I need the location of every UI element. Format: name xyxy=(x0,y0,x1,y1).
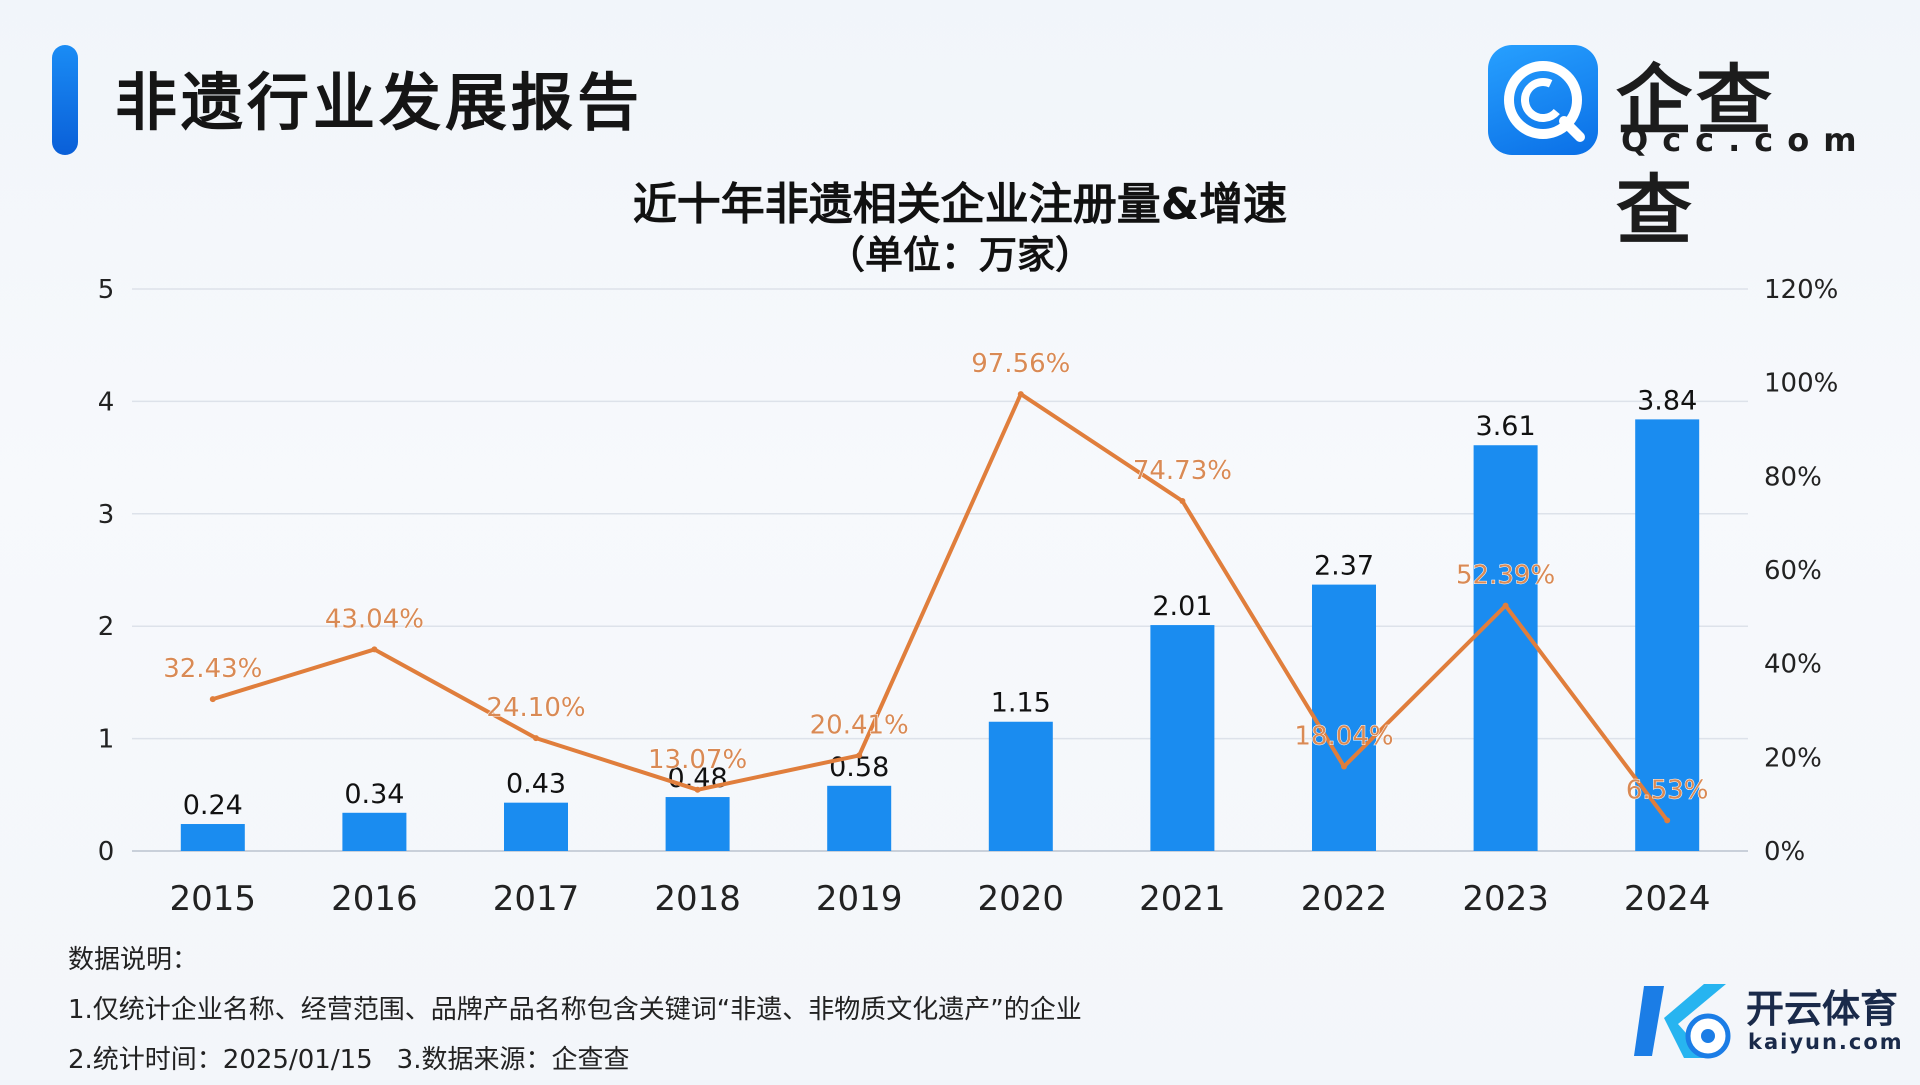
x-tick-label: 2023 xyxy=(1462,879,1549,919)
watermark-domain: kaiyun.com xyxy=(1748,1030,1904,1054)
brand-name: 企查查 xyxy=(1616,56,1776,255)
growth-value-label: 97.56% xyxy=(971,349,1070,379)
growth-point xyxy=(209,696,216,703)
growth-point xyxy=(1179,498,1186,505)
left-tick-label: 5 xyxy=(98,275,115,305)
growth-value-label: 43.04% xyxy=(325,604,424,634)
title-accent-bar xyxy=(52,45,78,155)
line-series xyxy=(209,391,1671,824)
left-tick-label: 0 xyxy=(98,837,115,867)
right-tick-label: 120% xyxy=(1764,275,1838,305)
bar xyxy=(827,785,892,851)
chart-subtitle: （单位：万家） xyxy=(826,233,1093,277)
watermark-name: 开云体育 xyxy=(1746,987,1899,1031)
growth-point xyxy=(533,735,539,742)
x-tick-label: 2020 xyxy=(978,879,1065,919)
brand-domain: Qcc.com xyxy=(1621,121,1871,159)
qcc-logo-icon xyxy=(1488,45,1598,155)
left-tick-label: 1 xyxy=(98,725,115,755)
bar xyxy=(342,812,407,851)
x-tick-label: 2016 xyxy=(331,879,418,919)
growth-value-label: 13.07% xyxy=(648,745,747,775)
bar xyxy=(180,824,245,851)
growth-value-label: 18.04% xyxy=(1294,722,1393,752)
right-tick-label: 20% xyxy=(1764,743,1822,773)
notes-line-2: 2.统计时间：2025/01/15 3.数据来源：企查查 xyxy=(68,1035,1082,1085)
bar-value-label: 0.43 xyxy=(506,769,566,800)
bar-value-label: 1.15 xyxy=(991,688,1051,719)
growth-point xyxy=(1341,763,1347,770)
right-tick-label: 0% xyxy=(1764,837,1805,867)
bar-value-label: 3.61 xyxy=(1476,411,1536,442)
left-tick-label: 3 xyxy=(98,500,115,530)
growth-value-label: 74.73% xyxy=(1133,456,1232,486)
x-tick-label: 2015 xyxy=(170,879,257,919)
notes-source: 3.数据来源：企查查 xyxy=(396,1045,630,1075)
notes-line-1: 1.仅统计企业名称、经营范围、品牌产品名称包含关键词“非遗、非物质文化遗产”的企… xyxy=(68,995,1082,1025)
right-tick-label: 100% xyxy=(1764,369,1838,399)
line-value-labels: 32.43% 43.04% 24.10% 13.07% 20.41% 97.56% 74.7… xyxy=(163,349,1709,806)
growth-value-label: 20.41% xyxy=(810,710,909,740)
growth-point xyxy=(1017,391,1024,398)
bar-value-label: 2.37 xyxy=(1314,551,1374,582)
kaiyun-logo-icon xyxy=(1634,978,1734,1064)
bar xyxy=(504,802,568,851)
x-tick-label: 2019 xyxy=(816,879,903,919)
bar xyxy=(1635,419,1700,851)
bar xyxy=(988,721,1053,851)
bar-value-label: 0.24 xyxy=(183,790,243,821)
left-axis-ticks: 0 1 2 3 4 5 xyxy=(98,275,115,867)
notes-date: 2.统计时间：2025/01/15 xyxy=(68,1045,373,1075)
left-tick-label: 4 xyxy=(98,387,115,417)
bar-value-label: 0.34 xyxy=(344,779,404,810)
growth-point xyxy=(694,786,701,793)
x-tick-label: 2021 xyxy=(1139,879,1226,919)
watermark: 开云体育 kaiyun.com xyxy=(1634,978,1914,1064)
growth-line xyxy=(212,392,1669,822)
bar-value-labels: 0.24 0.34 0.43 0.48 0.581.152.012.373.613.84 xyxy=(183,385,1698,821)
bar-value-label: 3.84 xyxy=(1637,385,1697,416)
bar xyxy=(1473,445,1538,851)
bar xyxy=(1312,584,1376,851)
brand-logo: 企查查 Qcc.com xyxy=(1488,45,1857,255)
x-tick-label: 2018 xyxy=(654,879,741,919)
right-tick-label: 80% xyxy=(1764,462,1822,492)
x-tick-label: 2017 xyxy=(493,879,580,919)
chart-title: 近十年非遗相关企业注册量&增速 xyxy=(632,179,1288,230)
growth-value-label: 24.10% xyxy=(486,693,585,723)
bar xyxy=(1150,625,1215,851)
right-tick-label: 60% xyxy=(1764,556,1822,586)
right-tick-label: 40% xyxy=(1764,650,1822,680)
growth-value-label: 52.39% xyxy=(1456,561,1555,591)
notes-heading: 数据说明： xyxy=(68,945,199,975)
page-title: 非遗行业发展报告 xyxy=(115,66,644,139)
bar-series xyxy=(180,419,1700,851)
x-tick-label: 2022 xyxy=(1301,879,1388,919)
growth-value-label: 6.53% xyxy=(1626,775,1709,805)
x-tick-label: 2024 xyxy=(1624,879,1711,919)
growth-point xyxy=(856,752,863,759)
bar-value-label: 2.01 xyxy=(1152,591,1212,622)
bar xyxy=(665,797,730,851)
right-axis-ticks: 0% 20% 40% 60% 80% 100% 120% xyxy=(1764,275,1838,867)
data-notes: 数据说明： 1.仅统计企业名称、经营范围、品牌产品名称包含关键词“非遗、非物质文… xyxy=(68,935,1082,1085)
left-tick-label: 2 xyxy=(98,612,115,642)
growth-value-label: 32.43% xyxy=(163,654,262,684)
growth-point xyxy=(1664,817,1671,824)
growth-point xyxy=(1502,602,1509,609)
x-axis-labels: 2015 2016 2017 2018 2019 2020 2021 2022 2023 2024 xyxy=(170,879,1711,919)
growth-point xyxy=(371,646,378,653)
